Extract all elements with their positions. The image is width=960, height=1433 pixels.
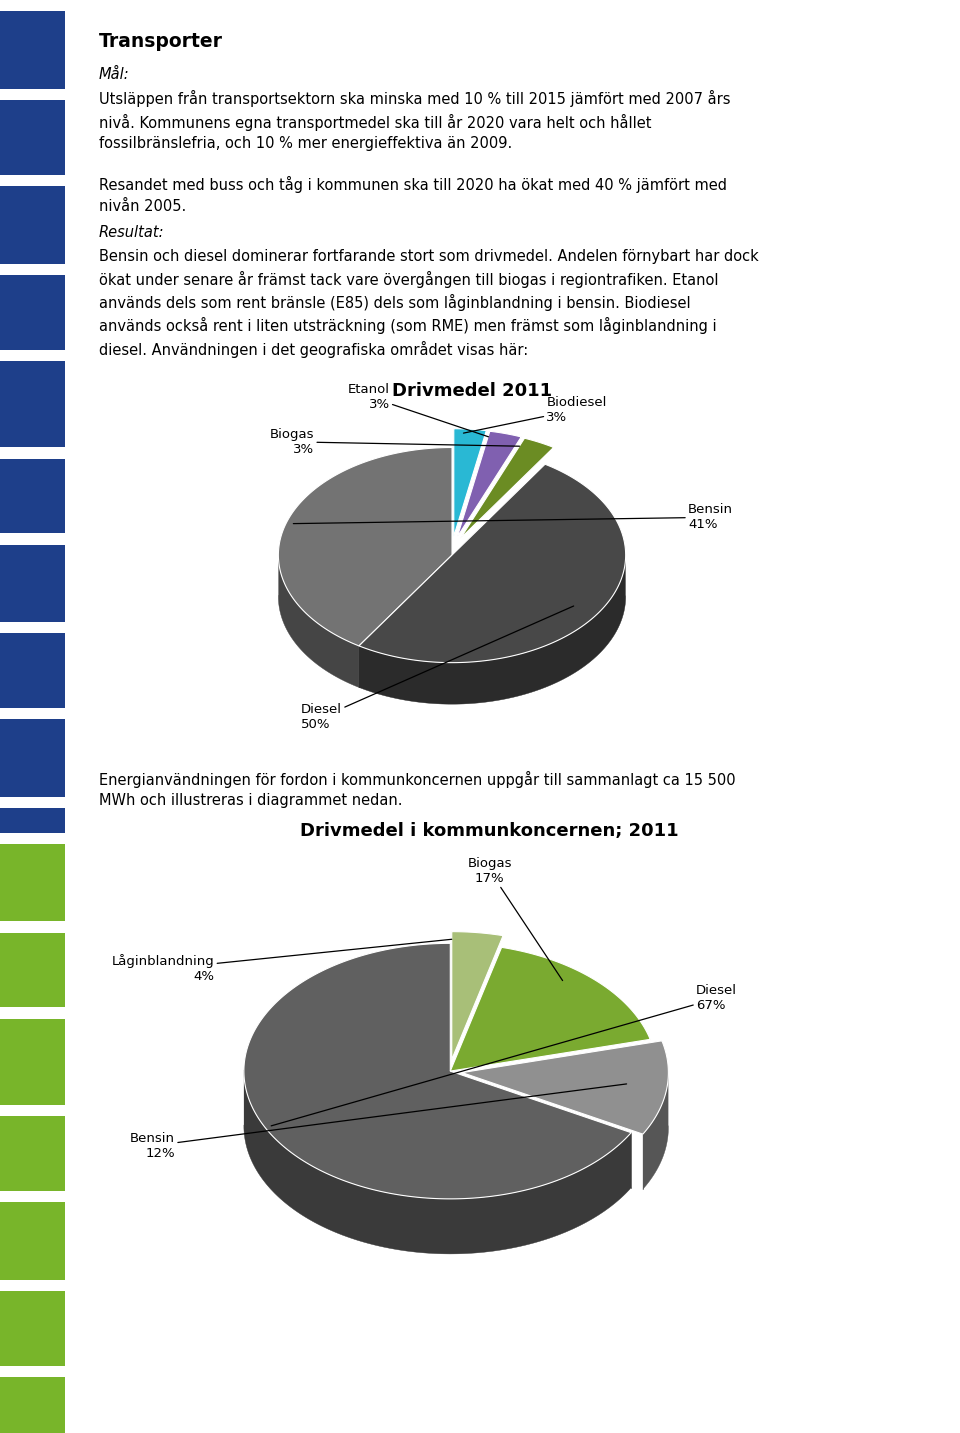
Text: Resultat:: Resultat: xyxy=(99,225,164,239)
Bar xyxy=(0,1116,65,1191)
Text: Mål:: Mål: xyxy=(99,67,130,82)
Polygon shape xyxy=(462,1040,668,1134)
Bar xyxy=(0,844,65,921)
Text: Biogas
17%: Biogas 17% xyxy=(468,857,563,980)
Text: Energianvändningen för fordon i kommunkoncernen uppgår till sammanlagt ca 15 500: Energianvändningen för fordon i kommunko… xyxy=(99,771,735,808)
Bar xyxy=(0,275,65,350)
Bar xyxy=(0,933,65,1007)
Polygon shape xyxy=(452,931,503,1059)
Bar xyxy=(0,459,65,533)
Polygon shape xyxy=(359,555,626,704)
Polygon shape xyxy=(643,1070,668,1189)
Text: Biogas
3%: Biogas 3% xyxy=(270,428,519,456)
Bar xyxy=(0,1202,65,1280)
Text: Utsläppen från transportsektorn ska minska med 10 % till 2015 jämfört med 2007 å: Utsläppen från transportsektorn ska mins… xyxy=(99,90,731,150)
Polygon shape xyxy=(454,428,487,536)
Bar xyxy=(0,1019,65,1105)
Bar xyxy=(0,808,65,833)
Bar xyxy=(0,1377,65,1433)
Text: Låginblandning
4%: Låginblandning 4% xyxy=(111,939,452,983)
Text: Bensin och diesel dominerar fortfarande stort som drivmedel. Andelen förnybart h: Bensin och diesel dominerar fortfarande … xyxy=(99,249,758,358)
Text: Bensin
12%: Bensin 12% xyxy=(131,1083,627,1159)
Text: Diesel
67%: Diesel 67% xyxy=(271,984,737,1126)
Polygon shape xyxy=(461,438,554,539)
Bar xyxy=(0,361,65,447)
Bar xyxy=(0,1291,65,1366)
Polygon shape xyxy=(278,447,452,646)
Text: Biodiesel
3%: Biodiesel 3% xyxy=(464,396,607,433)
Bar xyxy=(0,11,65,89)
Polygon shape xyxy=(450,947,650,1070)
Text: Drivmedel 2011: Drivmedel 2011 xyxy=(392,381,552,400)
Bar xyxy=(0,186,65,264)
Polygon shape xyxy=(359,464,626,662)
Polygon shape xyxy=(457,431,521,537)
Text: Etanol
3%: Etanol 3% xyxy=(348,383,489,437)
Polygon shape xyxy=(278,553,359,688)
Text: Bensin
41%: Bensin 41% xyxy=(294,503,732,532)
Text: Transporter: Transporter xyxy=(99,32,223,50)
Bar xyxy=(0,100,65,175)
Text: Diesel
50%: Diesel 50% xyxy=(301,606,574,731)
Polygon shape xyxy=(244,943,631,1199)
Text: Drivmedel i kommunkoncernen; 2011: Drivmedel i kommunkoncernen; 2011 xyxy=(300,823,679,840)
Bar xyxy=(0,719,65,797)
Polygon shape xyxy=(244,1070,631,1254)
Bar xyxy=(0,633,65,708)
Text: Resandet med buss och tåg i kommunen ska till 2020 ha ökat med 40 % jämfört med
: Resandet med buss och tåg i kommunen ska… xyxy=(99,176,727,214)
Bar xyxy=(0,545,65,622)
